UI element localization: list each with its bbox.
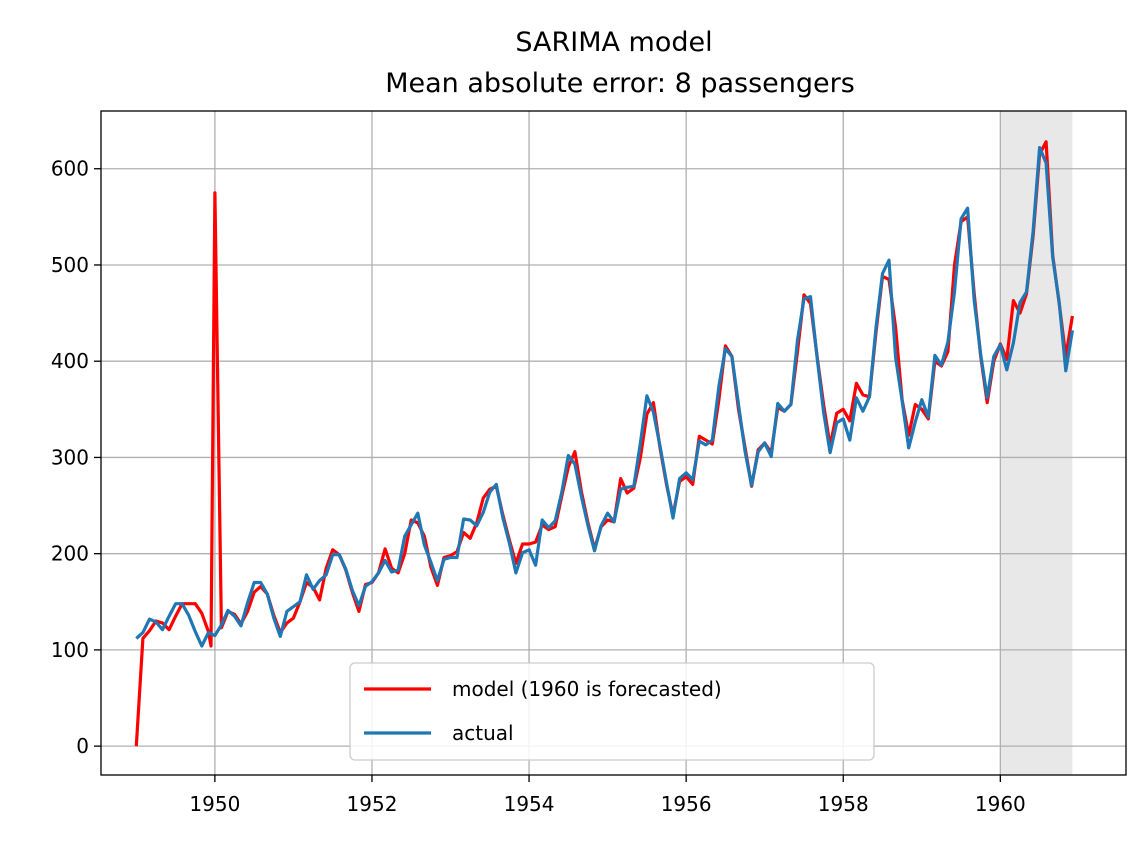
legend-frame	[349, 662, 875, 761]
plot-area	[100, 110, 1127, 776]
x-tick-label: 1954	[504, 792, 555, 816]
chart-title: SARIMA model	[515, 27, 712, 58]
x-tick-label: 1950	[189, 792, 240, 816]
series	[134, 140, 1074, 747]
chart-subtitle: Mean absolute error: 8 passengers	[385, 68, 855, 99]
x-tick-label: 1952	[347, 792, 398, 816]
x-tick-label: 1956	[661, 792, 712, 816]
y-tick-label: 200	[51, 542, 89, 566]
x-axis: 1950 1952 1954 1956 1958 1960	[189, 775, 1026, 816]
y-tick-label: 0	[76, 734, 89, 758]
y-tick-label: 100	[51, 638, 89, 662]
legend-label-actual: actual	[452, 721, 514, 745]
legend-label-model: model (1960 is forecasted)	[452, 677, 722, 701]
y-axis: 0 100 200 300 400 500 600	[51, 157, 101, 758]
legend: model (1960 is forecasted) actual	[349, 662, 875, 761]
x-tick-label: 1960	[975, 792, 1026, 816]
y-tick-label: 400	[51, 349, 89, 373]
plot-frame	[100, 110, 1127, 776]
forecast-shaded-region	[1000, 111, 1073, 775]
y-tick-label: 600	[51, 157, 89, 181]
y-tick-label: 500	[51, 253, 89, 277]
y-tick-label: 300	[51, 445, 89, 469]
x-tick-label: 1958	[818, 792, 869, 816]
series-line-actual	[135, 146, 1074, 648]
